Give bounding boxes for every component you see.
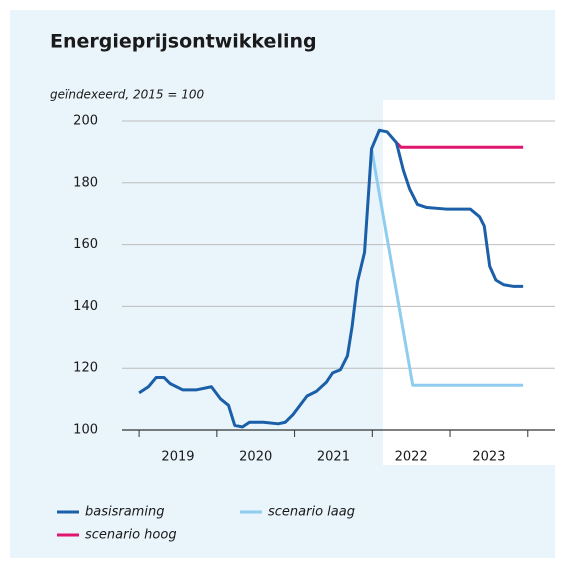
x-tick-label: 2021	[317, 450, 350, 465]
series-line	[138, 128, 524, 429]
forecast-region	[383, 100, 555, 465]
y-tick-label: 180	[73, 175, 98, 190]
x-tick-label: 2022	[395, 450, 428, 465]
y-tick-label: 140	[73, 299, 98, 314]
y-tick-label: 160	[73, 237, 98, 252]
legend-label: scenario laag	[268, 505, 355, 520]
chart-title: Energieprijsontwikkeling	[50, 31, 317, 53]
x-tick-label: 2023	[472, 450, 505, 465]
y-tick-label: 120	[73, 361, 98, 376]
legend-label: scenario hoog	[85, 528, 177, 543]
y-tick-label: 200	[73, 114, 98, 129]
series-line	[370, 148, 524, 387]
x-tick-label: 2019	[161, 450, 194, 465]
legend-label: basisraming	[85, 505, 164, 520]
y-tick-label: 100	[73, 423, 98, 438]
chart-subtitle: geïndexeerd, 2015 = 100	[50, 88, 204, 102]
x-tick-label: 2020	[239, 450, 272, 465]
